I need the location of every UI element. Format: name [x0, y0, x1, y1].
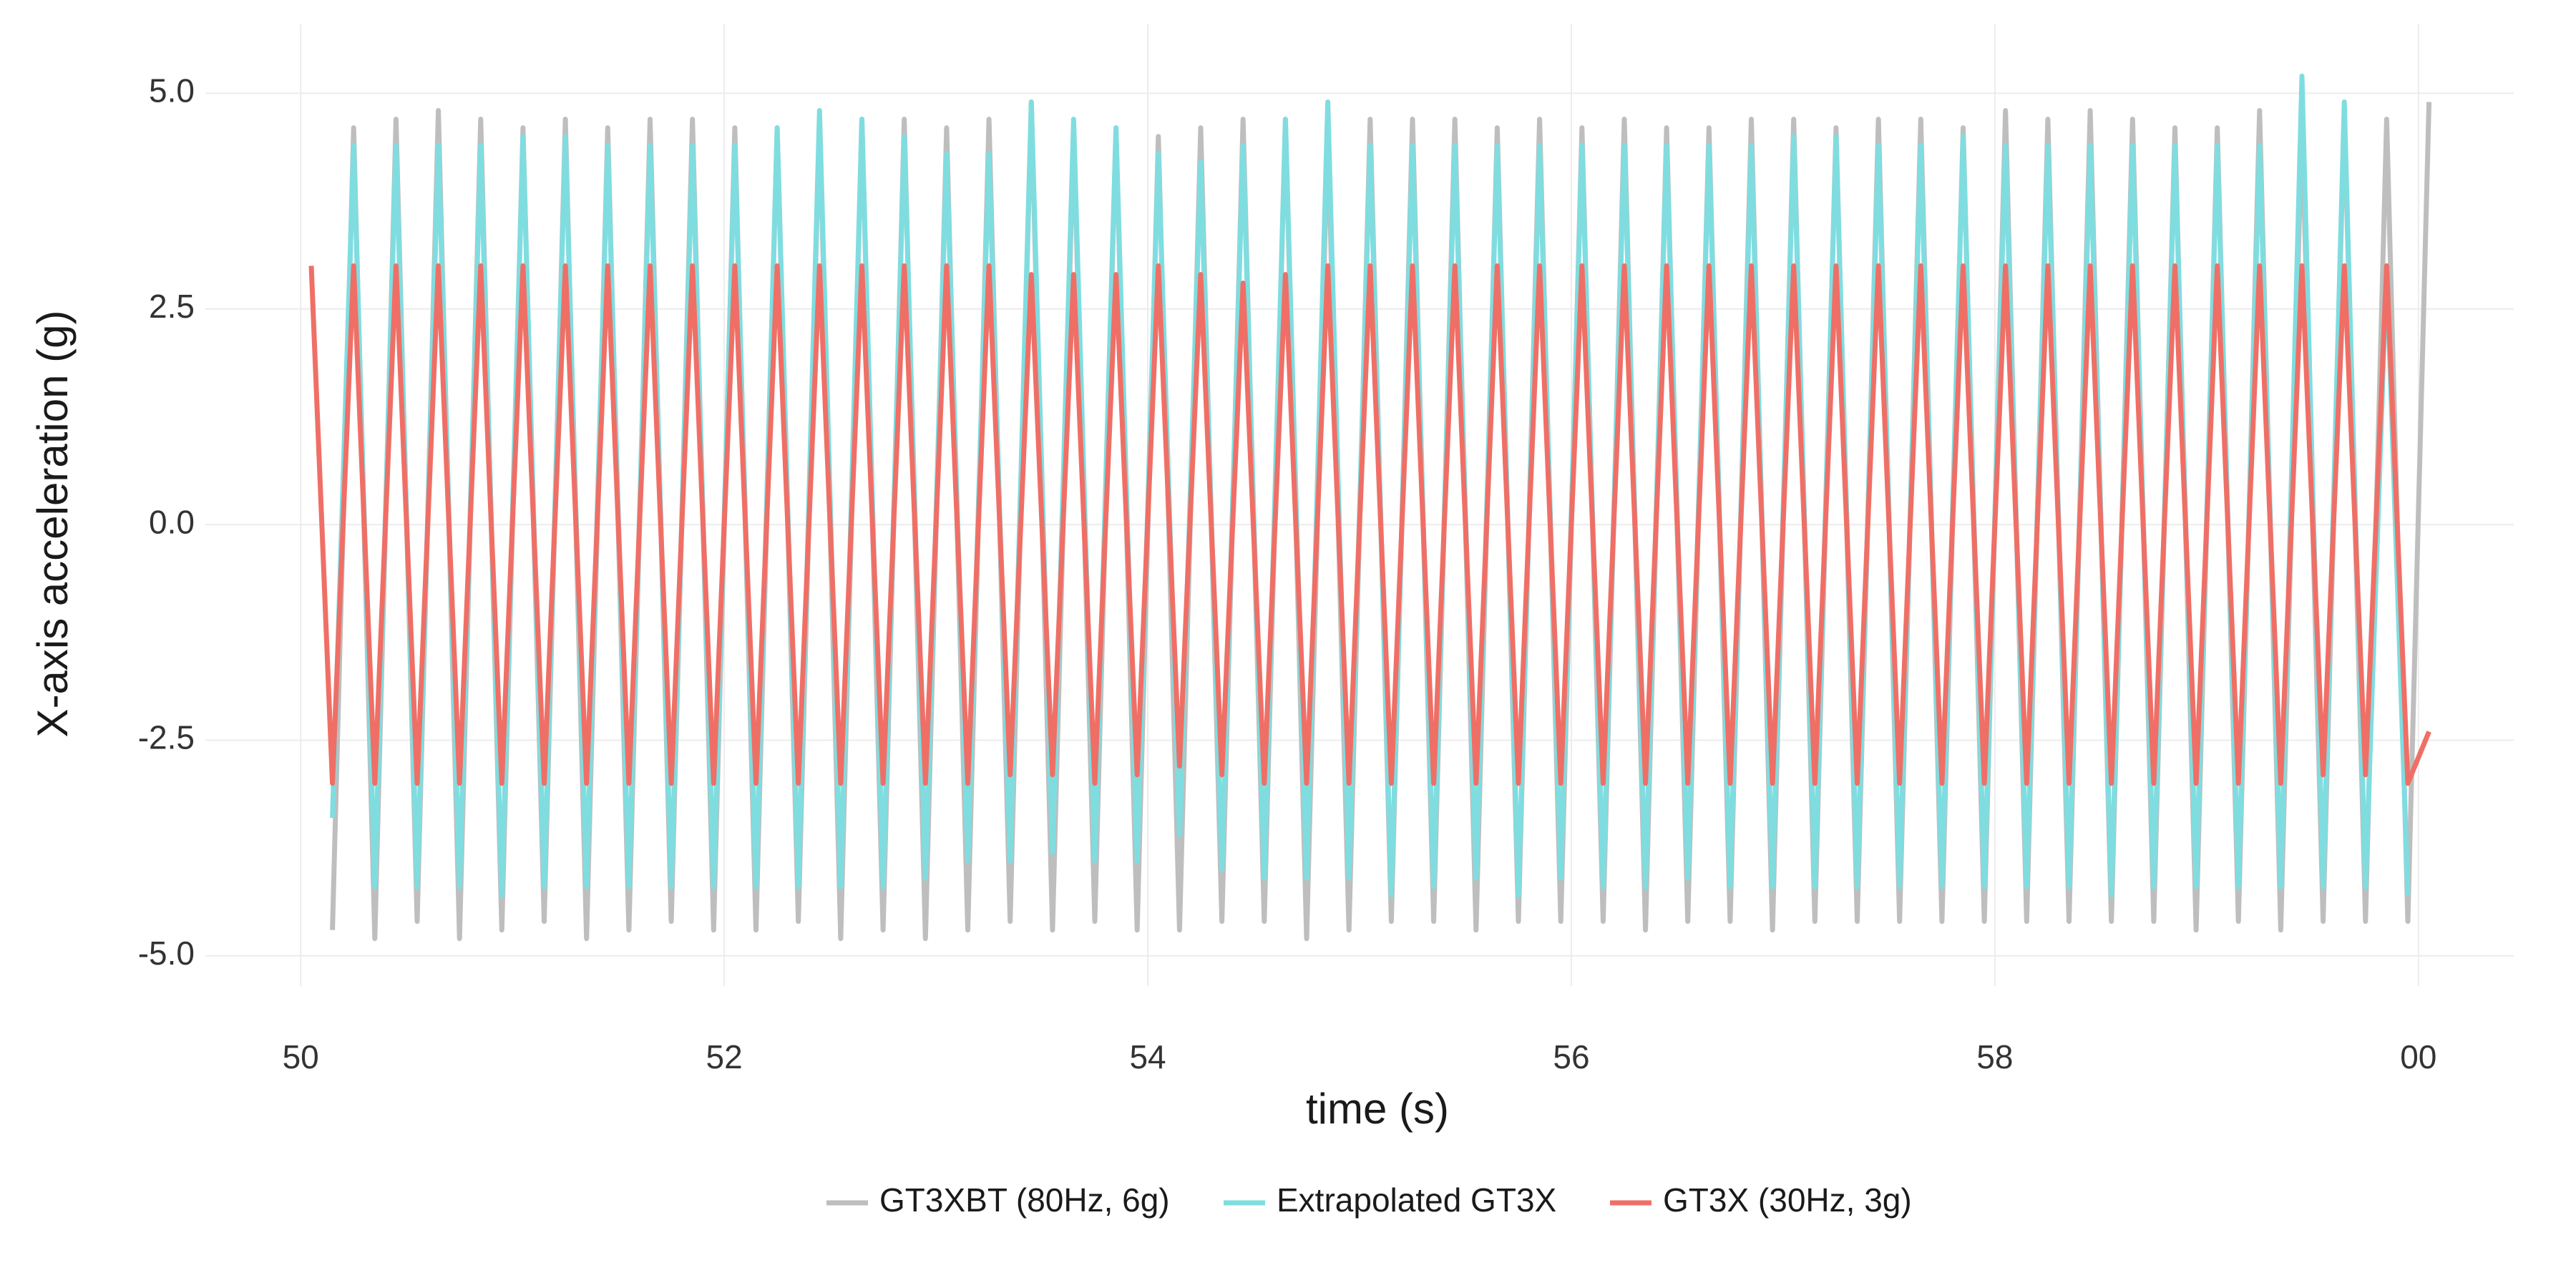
- y-tick-label: 5.0: [149, 72, 195, 109]
- legend: GT3XBT (80Hz, 6g) Extrapolated GT3X GT3X (…: [826, 1181, 1912, 1219]
- series-line: [330, 73, 2411, 898]
- x-tick-label: 52: [706, 1038, 743, 1075]
- x-tick-label: 00: [2400, 1038, 2436, 1075]
- y-tick-label: -5.0: [138, 935, 195, 972]
- series-line: [308, 263, 2431, 786]
- x-tick-label: 58: [1976, 1038, 2013, 1075]
- legend-label: Extrapolated GT3X: [1277, 1181, 1556, 1219]
- y-tick-label: 2.5: [149, 288, 195, 325]
- y-tick-label: 0.0: [149, 503, 195, 540]
- x-tick-label: 54: [1129, 1038, 1166, 1075]
- x-axis-title: time (s): [1306, 1085, 1449, 1133]
- legend-label: GT3X (30Hz, 3g): [1663, 1181, 1912, 1219]
- x-tick-label: 50: [283, 1038, 319, 1075]
- y-tick-label: -2.5: [138, 719, 195, 756]
- x-tick-label: 56: [1553, 1038, 1589, 1075]
- y-axis-title: X-axis acceleration (g): [29, 311, 77, 738]
- legend-label: GT3XBT (80Hz, 6g): [879, 1181, 1170, 1219]
